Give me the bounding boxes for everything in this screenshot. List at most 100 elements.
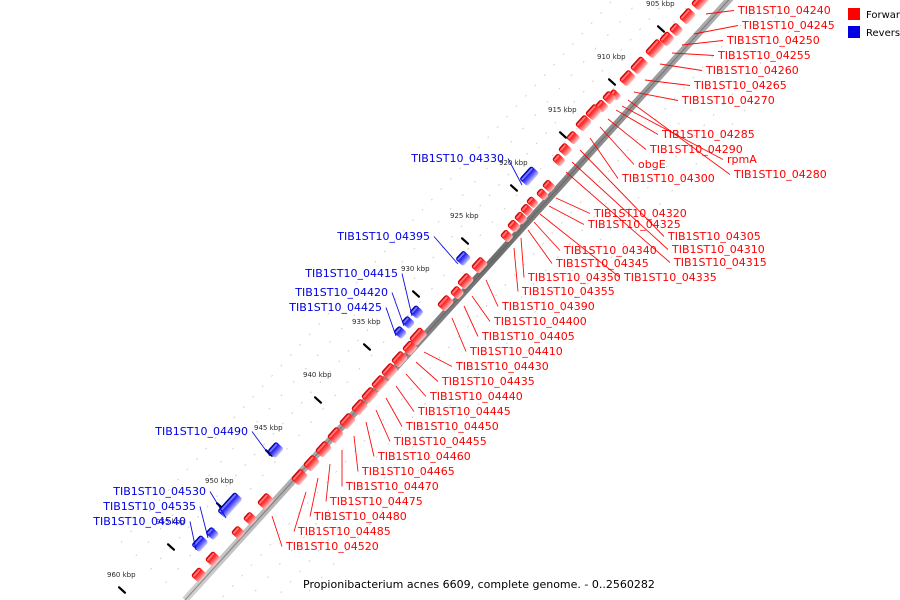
gene-feature-forward-29[interactable] bbox=[381, 362, 399, 380]
gene-feature-forward-18[interactable] bbox=[520, 203, 534, 217]
gene-label-TIB1ST10_04255[interactable]: TIB1ST10_04255 bbox=[717, 49, 811, 62]
gene-feature-reverse-6[interactable] bbox=[217, 492, 243, 519]
gene-label-TIB1ST10_04535[interactable]: TIB1ST10_04535 bbox=[102, 500, 196, 513]
gene-feature-forward-3[interactable] bbox=[659, 31, 675, 47]
gene-feature-reverse-4[interactable] bbox=[393, 325, 407, 339]
gene-label-TIB1ST10_04480[interactable]: TIB1ST10_04480 bbox=[313, 510, 407, 523]
gene-feature-forward-38[interactable] bbox=[257, 492, 275, 510]
gene-label-TIB1ST10_04330[interactable]: TIB1ST10_04330 bbox=[410, 152, 504, 165]
gene-label-TIB1ST10_04320[interactable]: TIB1ST10_04320 bbox=[593, 207, 687, 220]
gene-label-TIB1ST10_04340[interactable]: TIB1ST10_04340 bbox=[563, 244, 657, 257]
gene-feature-forward-0[interactable] bbox=[691, 0, 714, 11]
gene-label-TIB1ST10_04430[interactable]: TIB1ST10_04430 bbox=[455, 360, 549, 373]
gene-feature-forward-27[interactable] bbox=[402, 340, 418, 356]
gene-feature-forward-26[interactable] bbox=[409, 327, 428, 346]
gene-label-TIB1ST10_04470[interactable]: TIB1ST10_04470 bbox=[345, 480, 439, 493]
gene-feature-forward-41[interactable] bbox=[205, 551, 221, 567]
gene-feature-reverse-1[interactable] bbox=[455, 250, 471, 266]
gene-label-TIB1ST10_04435[interactable]: TIB1ST10_04435 bbox=[441, 375, 535, 388]
gene-feature-forward-31[interactable] bbox=[361, 386, 379, 404]
gene-feature-forward-15[interactable] bbox=[542, 179, 556, 193]
gene-label-TIB1ST10_04540[interactable]: TIB1ST10_04540 bbox=[92, 515, 186, 528]
gene-feature-forward-28[interactable] bbox=[391, 350, 409, 368]
gene-feature-forward-12[interactable] bbox=[566, 130, 581, 145]
gene-feature-reverse-7[interactable] bbox=[205, 526, 219, 540]
gene-label-TIB1ST10_04390[interactable]: TIB1ST10_04390 bbox=[501, 300, 595, 313]
gene-label-TIB1ST10_04310[interactable]: TIB1ST10_04310 bbox=[671, 243, 765, 256]
gene-feature-forward-8[interactable] bbox=[602, 90, 617, 105]
gene-label-TIB1ST10_04335[interactable]: TIB1ST10_04335 bbox=[623, 271, 717, 284]
gene-label-TIB1ST10_04315[interactable]: TIB1ST10_04315 bbox=[673, 256, 767, 269]
gene-feature-forward-24[interactable] bbox=[450, 285, 465, 300]
gene-feature-forward-34[interactable] bbox=[327, 426, 345, 444]
gene-label-TIB1ST10_04445[interactable]: TIB1ST10_04445 bbox=[417, 405, 511, 418]
gene-label-TIB1ST10_04280[interactable]: TIB1ST10_04280 bbox=[733, 168, 827, 181]
gene-label-TIB1ST10_04240[interactable]: TIB1ST10_04240 bbox=[737, 4, 831, 17]
gene-feature-forward-4[interactable] bbox=[645, 38, 665, 59]
gene-label-TIB1ST10_04350[interactable]: TIB1ST10_04350 bbox=[527, 271, 621, 284]
gene-label-TIB1ST10_04305[interactable]: TIB1ST10_04305 bbox=[667, 230, 761, 243]
gene-feature-forward-19[interactable] bbox=[514, 211, 528, 225]
gene-feature-reverse-2[interactable] bbox=[409, 305, 424, 320]
gene-feature-reverse-5[interactable] bbox=[267, 441, 284, 458]
gene-label-TIB1ST10_04455[interactable]: TIB1ST10_04455 bbox=[393, 435, 487, 448]
gene-feature-forward-30[interactable] bbox=[371, 374, 389, 392]
gene-label-TIB1ST10_04420[interactable]: TIB1ST10_04420 bbox=[294, 286, 388, 299]
gene-label-TIB1ST10_04475[interactable]: TIB1ST10_04475 bbox=[329, 495, 423, 508]
gene-label-obgE[interactable]: obgE bbox=[638, 158, 666, 171]
gene-label-TIB1ST10_04250[interactable]: TIB1ST10_04250 bbox=[726, 34, 820, 47]
gene-label-TIB1ST10_04485[interactable]: TIB1ST10_04485 bbox=[297, 525, 391, 538]
gene-label-TIB1ST10_04415[interactable]: TIB1ST10_04415 bbox=[304, 267, 398, 280]
gene-label-TIB1ST10_04490[interactable]: TIB1ST10_04490 bbox=[154, 425, 248, 438]
gene-label-TIB1ST10_04440[interactable]: TIB1ST10_04440 bbox=[429, 390, 523, 403]
gene-feature-forward-17[interactable] bbox=[526, 196, 540, 209]
gene-feature-forward-20[interactable] bbox=[507, 219, 521, 233]
gene-feature-forward-16[interactable] bbox=[536, 188, 550, 201]
gene-feature-forward-13[interactable] bbox=[558, 142, 573, 157]
gene-feature-reverse-3[interactable] bbox=[401, 315, 415, 329]
gene-feature-forward-40[interactable] bbox=[231, 525, 246, 540]
gene-label-TIB1ST10_04450[interactable]: TIB1ST10_04450 bbox=[405, 420, 499, 433]
gene-label-TIB1ST10_04530[interactable]: TIB1ST10_04530 bbox=[112, 485, 206, 498]
gene-feature-forward-37[interactable] bbox=[291, 468, 309, 486]
gene-label-TIB1ST10_04245[interactable]: TIB1ST10_04245 bbox=[741, 19, 835, 32]
gene-label-TIB1ST10_04345[interactable]: TIB1ST10_04345 bbox=[555, 257, 649, 270]
gene-label-TIB1ST10_04520[interactable]: TIB1ST10_04520 bbox=[285, 540, 379, 553]
gene-feature-forward-11[interactable] bbox=[575, 114, 593, 132]
gene-feature-forward-35[interactable] bbox=[315, 440, 333, 458]
gene-feature-forward-36[interactable] bbox=[303, 454, 321, 472]
gene-feature-forward-21[interactable] bbox=[500, 229, 514, 243]
gene-label-TIB1ST10_04410[interactable]: TIB1ST10_04410 bbox=[469, 345, 563, 358]
gene-label-TIB1ST10_04290[interactable]: TIB1ST10_04290 bbox=[649, 143, 743, 156]
gene-feature-forward-2[interactable] bbox=[669, 22, 684, 37]
gene-labels-layer[interactable]: TIB1ST10_04240 TIB1ST10_04245 TIB1ST10_042… bbox=[92, 4, 834, 553]
gene-feature-reverse-0[interactable] bbox=[519, 166, 539, 187]
gene-feature-forward-25[interactable] bbox=[437, 294, 455, 312]
gene-feature-forward-42[interactable] bbox=[191, 567, 207, 583]
gene-feature-forward-5[interactable] bbox=[630, 56, 649, 75]
gene-label-TIB1ST10_04460[interactable]: TIB1ST10_04460 bbox=[377, 450, 471, 463]
gene-feature-forward-39[interactable] bbox=[243, 511, 258, 526]
gene-feature-forward-14[interactable] bbox=[552, 153, 566, 167]
gene-label-TIB1ST10_04465[interactable]: TIB1ST10_04465 bbox=[361, 465, 455, 478]
gene-features-layer[interactable] bbox=[191, 0, 714, 583]
gene-label-TIB1ST10_04285[interactable]: TIB1ST10_04285 bbox=[661, 128, 755, 141]
gene-feature-forward-22[interactable] bbox=[471, 256, 489, 274]
gene-feature-forward-32[interactable] bbox=[351, 398, 369, 416]
gene-label-TIB1ST10_04395[interactable]: TIB1ST10_04395 bbox=[336, 230, 430, 243]
gene-feature-forward-33[interactable] bbox=[339, 412, 357, 430]
gene-label-TIB1ST10_04405[interactable]: TIB1ST10_04405 bbox=[481, 330, 575, 343]
gene-label-TIB1ST10_04270[interactable]: TIB1ST10_04270 bbox=[681, 94, 775, 107]
gene-feature-forward-23[interactable] bbox=[457, 272, 475, 290]
gene-label-TIB1ST10_04325[interactable]: TIB1ST10_04325 bbox=[587, 218, 681, 231]
gene-feature-forward-1[interactable] bbox=[679, 7, 697, 25]
gene-feature-reverse-8[interactable] bbox=[191, 535, 209, 553]
gene-label-TIB1ST10_04400[interactable]: TIB1ST10_04400 bbox=[493, 315, 587, 328]
gene-label-TIB1ST10_04425[interactable]: TIB1ST10_04425 bbox=[288, 301, 382, 314]
gene-label-TIB1ST10_04265[interactable]: TIB1ST10_04265 bbox=[693, 79, 787, 92]
gene-label-TIB1ST10_04355[interactable]: TIB1ST10_04355 bbox=[521, 285, 615, 298]
gene-label-rpmA[interactable]: rpmA bbox=[727, 153, 757, 166]
gene-feature-forward-10[interactable] bbox=[585, 103, 603, 121]
gene-label-TIB1ST10_04300[interactable]: TIB1ST10_04300 bbox=[621, 172, 715, 185]
